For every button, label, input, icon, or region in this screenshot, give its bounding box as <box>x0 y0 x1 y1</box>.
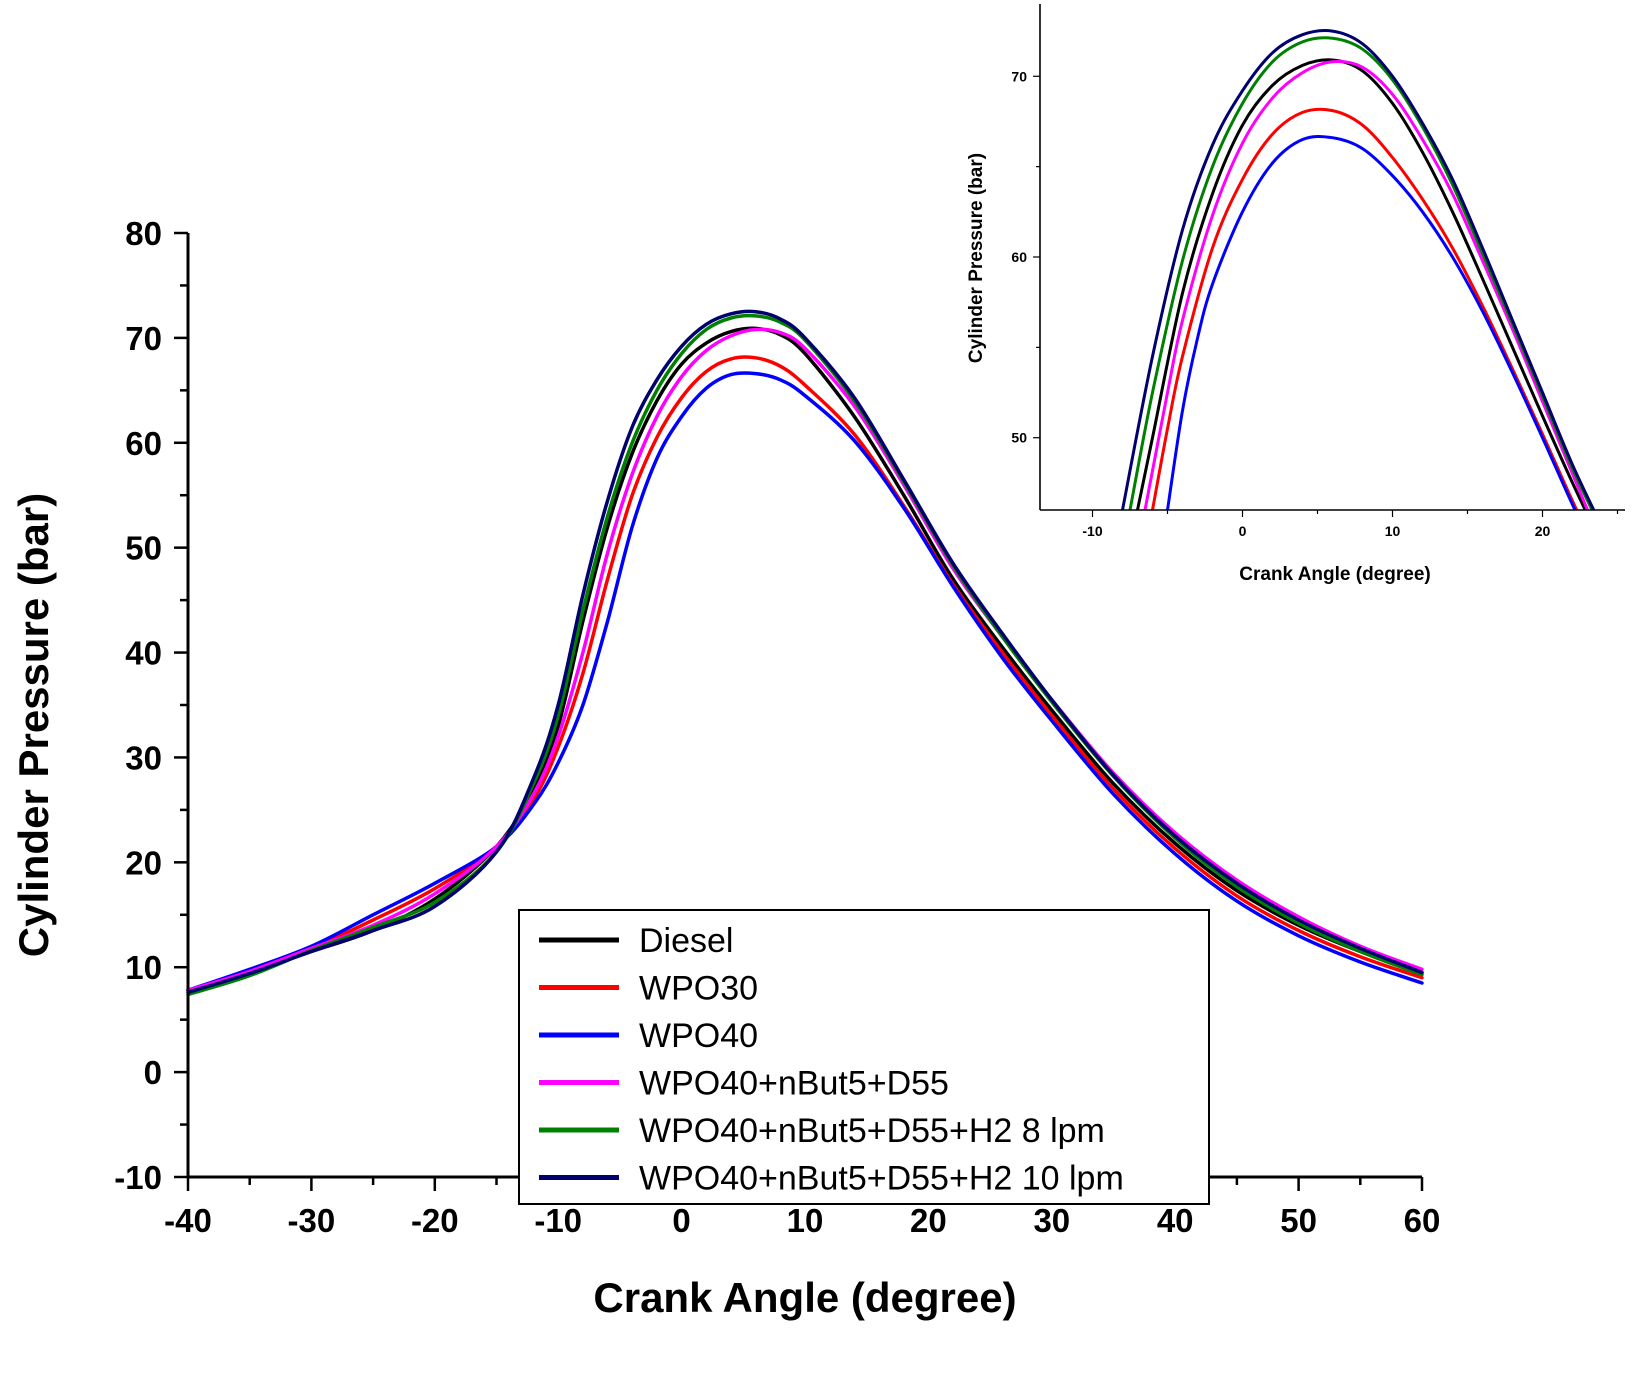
inset-series-line-0 <box>1136 58 1587 510</box>
main-x-tick-label: 10 <box>787 1202 824 1239</box>
main-x-tick-label: -20 <box>411 1202 459 1239</box>
main-y-tick-label: 20 <box>125 844 162 881</box>
main-x-axis-title: Crank Angle (degree) <box>593 1274 1016 1321</box>
main-y-axis-title: Cylinder Pressure (bar) <box>10 493 57 958</box>
main-x-tick-label: -30 <box>288 1202 336 1239</box>
inset-y-tick-label: 60 <box>1011 249 1027 265</box>
main-series-line-5 <box>186 309 1424 995</box>
main-x-tick-label: -40 <box>164 1202 212 1239</box>
main-series-line-1 <box>186 355 1424 993</box>
inset-y-tick-label: 70 <box>1011 68 1027 84</box>
main-x-tick-label: 30 <box>1033 1202 1070 1239</box>
main-series-line-2 <box>186 371 1424 993</box>
legend-label-3: WPO40+nBut5+D55 <box>639 1065 949 1103</box>
inset-series-line-5 <box>1121 29 1596 510</box>
inset-x-tick-label: 0 <box>1239 523 1247 539</box>
inset-x-tick-label: 10 <box>1385 523 1401 539</box>
inset-series-line-3 <box>1143 60 1590 510</box>
main-y-tick-label: 30 <box>125 739 162 776</box>
main-axes: -10 0 10 20 30 40 50 60 70 80 -40 -30 -20 -10 0 10 20 30 4… <box>10 215 1440 1321</box>
legend-label-1: WPO30 <box>639 970 758 1008</box>
inset-x-tick-label: 20 <box>1535 523 1551 539</box>
main-x-tick-label: 60 <box>1404 1202 1441 1239</box>
main-x-tick-label: 50 <box>1280 1202 1317 1239</box>
main-x-tick-label: -10 <box>534 1202 582 1239</box>
main-y-tick-label: 10 <box>125 949 162 986</box>
main-x-tick-label: 0 <box>672 1202 690 1239</box>
main-y-tick-label: 50 <box>125 530 162 567</box>
legend-label-5: WPO40+nBut5+D55+H2 10 lpm <box>639 1160 1124 1198</box>
inset-series-line-2 <box>1166 134 1577 510</box>
legend-label-4: WPO40+nBut5+D55+H2 8 lpm <box>639 1112 1105 1150</box>
legend: Diesel WPO30 WPO40 WPO40+nBut5+D55 WPO40+nBu… <box>518 909 1210 1205</box>
inset-axes: 50 60 70 -10 0 10 20 Crank Angle (degree) Cylind… <box>966 4 1625 585</box>
inset-y-axis-title: Cylinder Pressure (bar) <box>966 153 987 363</box>
legend-box <box>518 909 1210 1205</box>
main-x-tick-label: 40 <box>1157 1202 1194 1239</box>
main-y-tick-label: 40 <box>125 635 162 672</box>
inset-series-group <box>1121 29 1596 510</box>
main-y-tick-label: 80 <box>125 215 162 252</box>
inset-x-axis-title: Crank Angle (degree) <box>1239 564 1430 585</box>
main-series-line-0 <box>186 326 1424 993</box>
main-series-line-3 <box>186 327 1424 993</box>
main-y-tick-label: -10 <box>114 1159 162 1196</box>
main-x-tick-label: 20 <box>910 1202 947 1239</box>
main-y-tick-label: 60 <box>125 425 162 462</box>
inset-chart: 50 60 70 -10 0 10 20 Crank Angle (degree) Cylind… <box>966 4 1625 585</box>
main-chart: -10 0 10 20 30 40 50 60 70 80 -40 -30 -20 -10 0 10 20 30 4… <box>10 215 1440 1321</box>
inset-y-tick-label: 50 <box>1011 430 1027 446</box>
main-series-group <box>186 309 1424 997</box>
inset-x-tick-label: -10 <box>1082 523 1102 539</box>
legend-label-0: Diesel <box>639 922 733 960</box>
main-y-tick-label: 0 <box>144 1054 162 1091</box>
main-y-tick-label: 70 <box>125 320 162 357</box>
legend-label-2: WPO40 <box>639 1017 758 1055</box>
